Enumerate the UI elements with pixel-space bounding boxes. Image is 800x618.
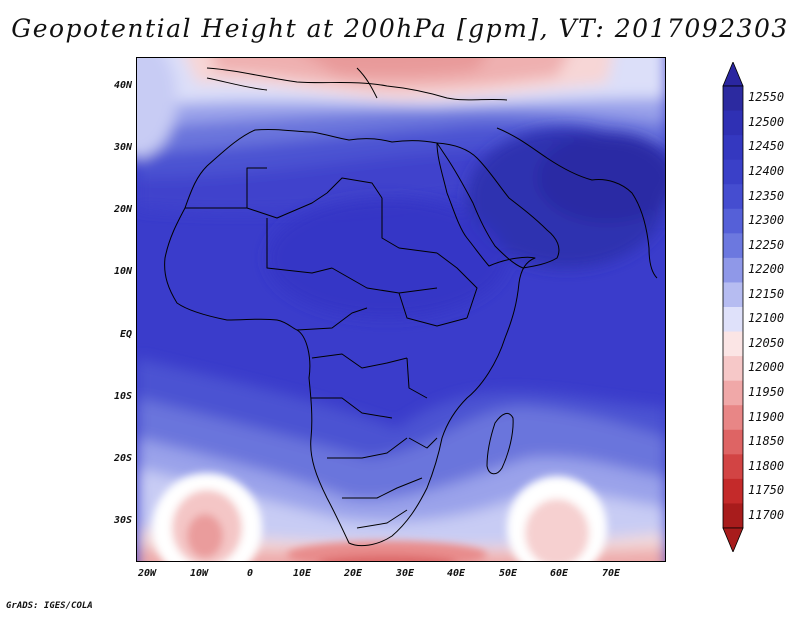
colorbar-label: 11900 <box>748 409 785 424</box>
colorbar-label: 12400 <box>748 163 785 178</box>
colorbar-segment <box>723 233 743 259</box>
colorbar-segment <box>723 454 743 480</box>
colorbar-label: 11950 <box>748 384 785 399</box>
colorbar-label: 12350 <box>748 188 785 203</box>
colorbar-label: 12000 <box>748 360 785 375</box>
coastlines <box>164 67 658 547</box>
lon-tick-10e: 10E <box>292 568 312 579</box>
lon-tick-60e: 60E <box>549 568 569 579</box>
colorbar-segment <box>723 159 743 185</box>
colorbar-label: 12100 <box>748 311 785 326</box>
colorbar-segment <box>723 135 743 161</box>
lat-tick-30s: 30S <box>113 515 132 526</box>
map-title: Geopotential Height at 200hPa [gpm], VT:… <box>11 14 789 43</box>
colorbar-arrow-top <box>722 62 744 87</box>
colorbar-label: 12450 <box>748 139 785 154</box>
field-south-lobes <box>152 473 607 561</box>
lat-tick-10n: 10N <box>113 266 132 277</box>
colorbar-segment <box>723 282 743 308</box>
colorbar-label: 12050 <box>748 335 785 350</box>
colorbar-label: 12250 <box>748 237 785 252</box>
colorbar-segment <box>723 405 743 431</box>
grads-credit: GrADS: IGES/COLA <box>6 601 93 611</box>
lon-tick-70e: 70E <box>601 568 621 579</box>
lon-tick-20w: 20W <box>137 568 157 579</box>
colorbar-label: 12550 <box>748 90 785 105</box>
colorbar-label: 12500 <box>748 114 785 129</box>
field-high-core <box>267 128 665 318</box>
lat-tick-30n: 30N <box>113 142 132 153</box>
lon-tick-40e: 40E <box>446 568 466 579</box>
geopotential-height-field <box>137 58 665 561</box>
colorbar-segment <box>723 208 743 234</box>
colorbar <box>722 62 744 552</box>
colorbar-segment <box>723 503 743 529</box>
colorbar-label: 11700 <box>748 507 785 522</box>
colorbar-segment <box>723 429 743 455</box>
colorbar-arrow-bottom <box>722 527 744 552</box>
lat-tick-eq: EQ <box>119 329 132 340</box>
colorbar-label: 11850 <box>748 434 785 449</box>
colorbar-segment <box>723 184 743 210</box>
colorbar-segment <box>723 307 743 333</box>
colorbar-segment <box>723 110 743 136</box>
colorbar-label: 11750 <box>748 483 785 498</box>
lon-tick-0: 0 <box>246 568 254 579</box>
colorbar-label: 12200 <box>748 262 785 277</box>
lon-tick-10w: 10W <box>189 568 209 579</box>
colorbar-label: 11800 <box>748 458 785 473</box>
lat-tick-20s: 20S <box>113 453 132 464</box>
lon-tick-50e: 50E <box>498 568 518 579</box>
colorbar-segment <box>723 478 743 504</box>
colorbar-segment <box>723 86 743 112</box>
lat-tick-20n: 20N <box>113 204 132 215</box>
colorbar-segment <box>723 257 743 283</box>
lat-tick-10s: 10S <box>113 391 132 402</box>
map-plot-area <box>136 57 666 562</box>
colorbar-segment <box>723 331 743 357</box>
colorbar-label: 12150 <box>748 286 785 301</box>
lat-tick-40n: 40N <box>113 80 132 91</box>
colorbar-label: 12300 <box>748 213 785 228</box>
lon-tick-20e: 20E <box>343 568 363 579</box>
colorbar-segment <box>723 356 743 382</box>
lon-tick-30e: 30E <box>395 568 415 579</box>
colorbar-segment <box>723 380 743 406</box>
